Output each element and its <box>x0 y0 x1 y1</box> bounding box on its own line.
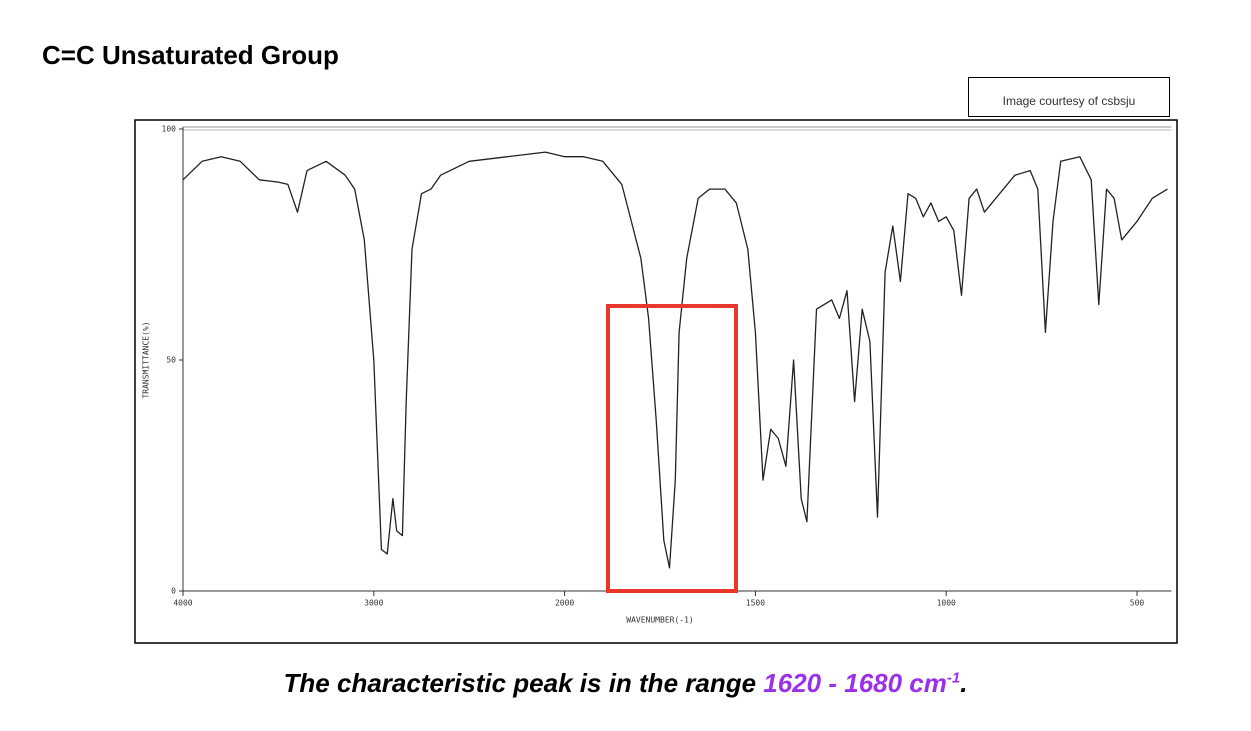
caption-superscript: -1 <box>946 669 961 687</box>
y-tick-label: 100 <box>162 125 177 134</box>
x-tick-label: 500 <box>1130 599 1145 608</box>
credit: Image courtesy of csbsju <box>968 77 1170 117</box>
highlight-box <box>606 304 738 593</box>
plot: 0 50 100 4000 3000 2000 1500 1000 500 <box>162 125 1172 608</box>
x-tick-label: 1000 <box>937 599 956 608</box>
caption-text: The characteristic peak is in the range <box>283 668 757 698</box>
spectrum-line <box>182 151 1168 569</box>
x-tick-label: 2000 <box>555 599 574 608</box>
x-tick-label: 4000 <box>173 599 192 608</box>
caption-end: . <box>960 668 968 698</box>
caption-range: 1620 - 1680 cm <box>763 668 947 698</box>
x-tick-label: 3000 <box>364 599 383 608</box>
chart-frame <box>134 119 1178 644</box>
x-tick-label: 1500 <box>746 599 765 608</box>
caption: The characteristic peak is in the range … <box>0 668 1251 699</box>
y-axis-label: TRANSMITTANCE(%) <box>142 321 151 398</box>
slide-title: C=C Unsaturated Group <box>42 40 339 70</box>
x-axis-label: WAVENUMBER(-1) <box>626 616 693 625</box>
y-tick-label: 50 <box>166 356 176 365</box>
y-tick-label: 0 <box>171 587 176 596</box>
